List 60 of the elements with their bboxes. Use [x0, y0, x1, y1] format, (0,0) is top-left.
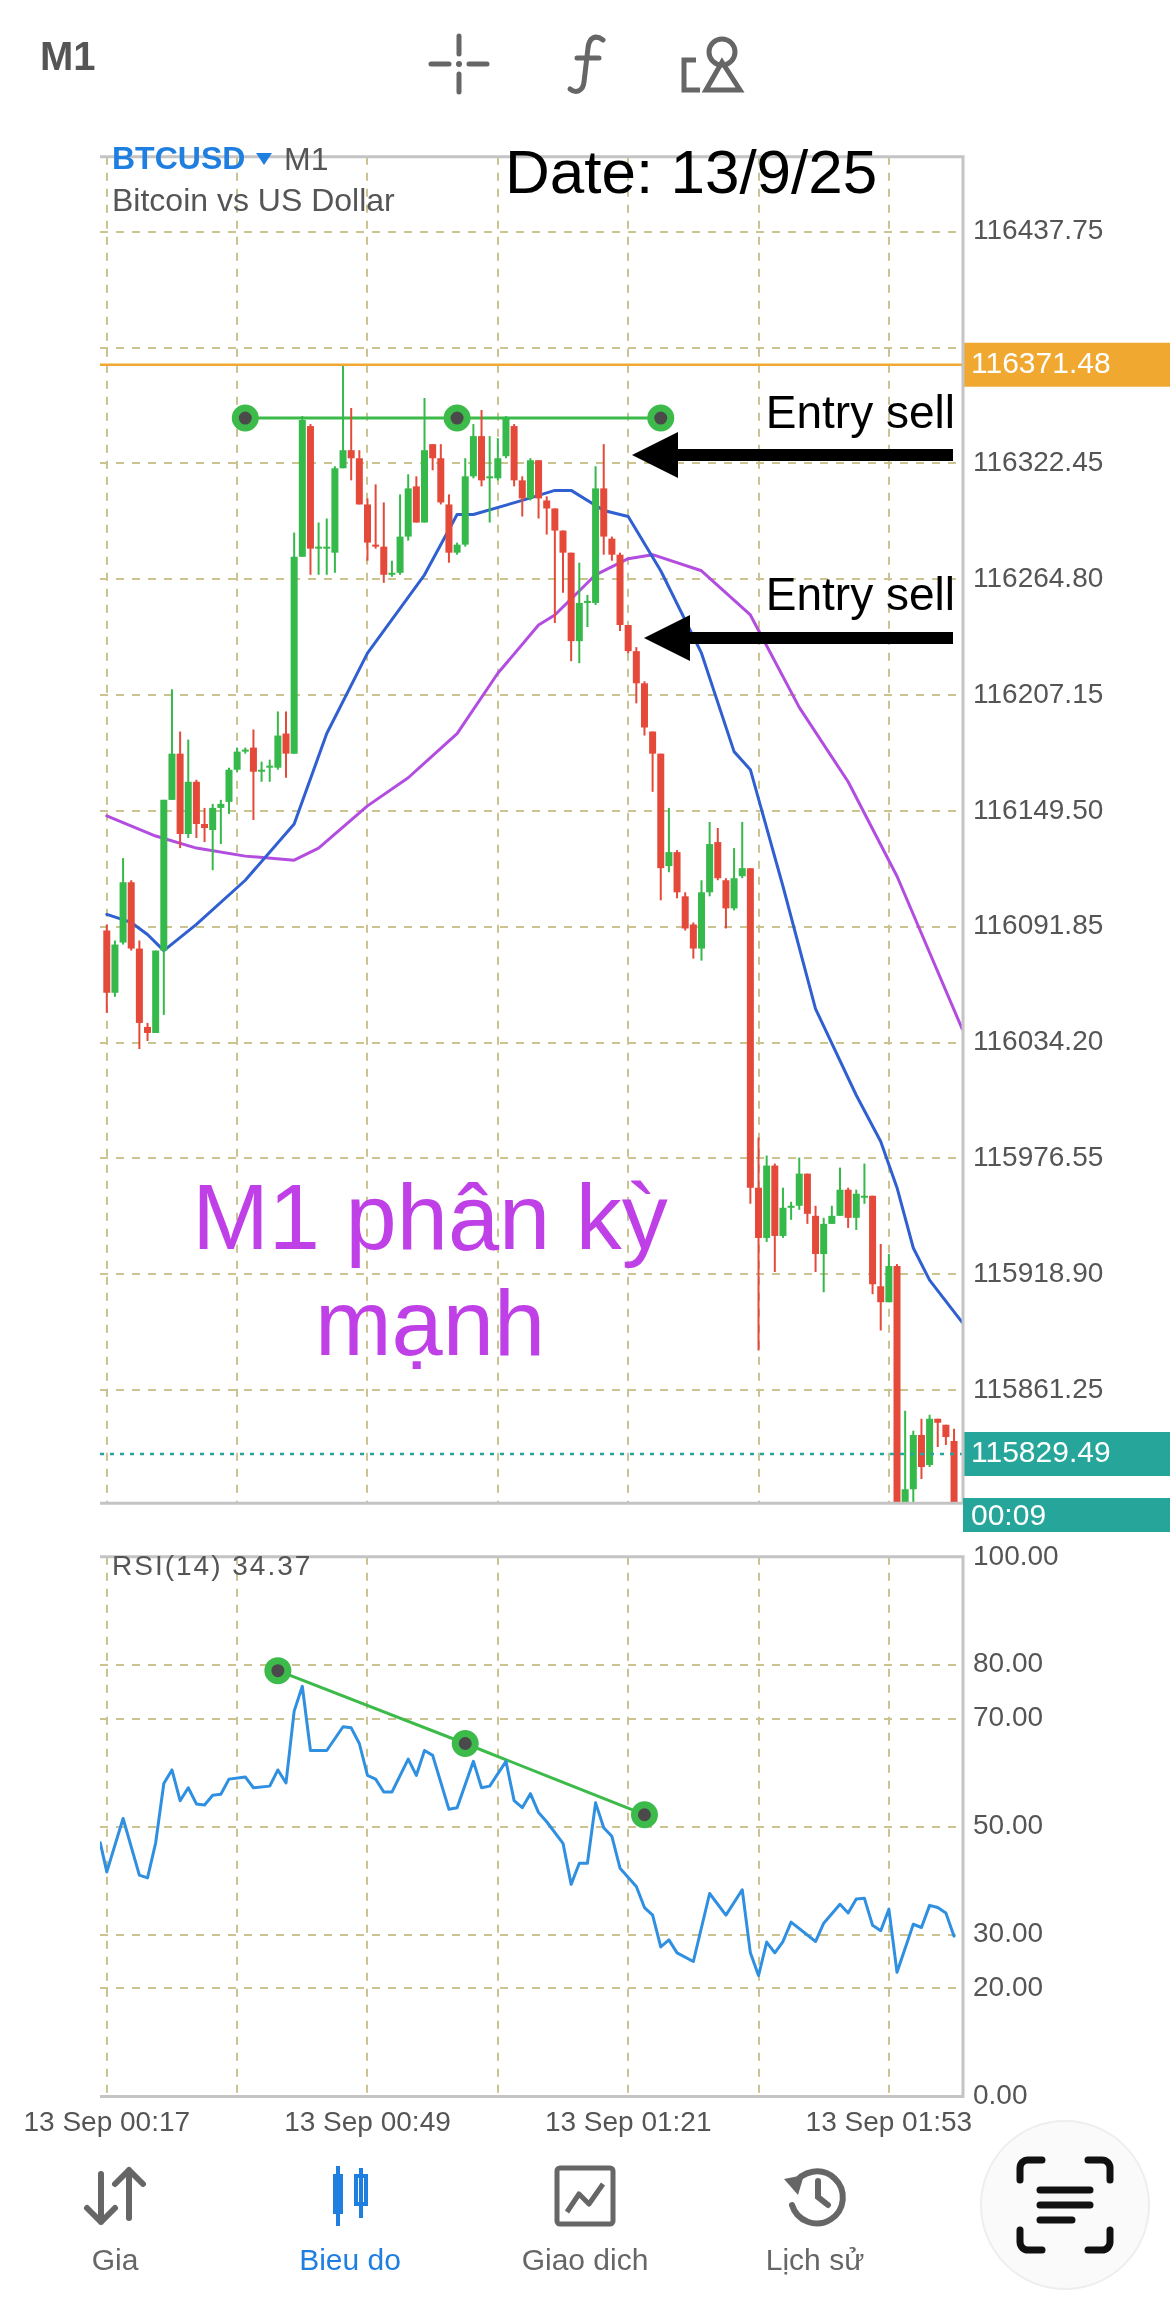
- ref-line-label: 116371.48: [971, 346, 1111, 380]
- annotation: Entry sell: [765, 568, 955, 620]
- candlestick: [649, 730, 657, 793]
- y-tick-label: 116034.20: [973, 1025, 1104, 1057]
- candlestick: [787, 1200, 795, 1221]
- candlestick: [518, 475, 526, 518]
- candlestick: [347, 406, 355, 482]
- y-tick-label: 116149.50: [973, 793, 1104, 825]
- y-tick-label: 115976.55: [973, 1141, 1104, 1173]
- candlestick: [551, 507, 559, 625]
- y-tick-label: 100.00: [973, 1539, 1059, 1571]
- annotation: M1 phân kỳ mạnh: [192, 1166, 668, 1374]
- candlestick: [828, 1204, 836, 1225]
- candlestick: [559, 529, 567, 594]
- candlestick: [209, 802, 217, 872]
- x-tick-label: 13 Sep 00:49: [284, 2105, 451, 2137]
- y-tick-label: 115861.25: [973, 1372, 1104, 1404]
- y-tick-label: 20.00: [973, 1971, 1044, 2003]
- y-tick-label: 50.00: [973, 1809, 1044, 1841]
- chart-title: RSI(14) 34.37: [112, 1550, 313, 1581]
- text: Bieu do: [299, 2243, 401, 2276]
- text: Bitcoin vs US Dollar: [112, 182, 395, 218]
- candlestick: [608, 535, 616, 562]
- annotation: Date: 13/9/25: [505, 137, 878, 206]
- candlestick: [738, 820, 746, 880]
- y-tick-label: 70.00: [973, 1701, 1044, 1733]
- candlestick: [901, 1409, 909, 1504]
- y-tick-label: 80.00: [973, 1647, 1044, 1679]
- candlestick: [217, 798, 225, 846]
- candlestick: [258, 760, 266, 783]
- text: Giao dich: [521, 2243, 649, 2276]
- y-tick-label: 116091.85: [973, 909, 1104, 941]
- candlestick: [144, 1021, 152, 1042]
- candlestick: [429, 443, 437, 472]
- text: 00:09: [971, 1498, 1047, 1531]
- candlestick: [201, 806, 209, 844]
- ref-line-label: 115829.49: [971, 1435, 1111, 1469]
- text: Gia: [91, 2243, 139, 2276]
- y-tick-label: 0.00: [973, 2079, 1028, 2111]
- x-tick-label: 13 Sep 00:17: [23, 2105, 191, 2137]
- chart-title: BTCUSD: [112, 140, 246, 176]
- y-tick-label: 116264.80: [973, 561, 1104, 593]
- candlestick: [282, 710, 290, 779]
- x-tick-label: 13 Sep 01:53: [805, 2105, 973, 2137]
- y-tick-label: 116207.15: [973, 677, 1104, 709]
- candlestick: [934, 1417, 942, 1448]
- y-tick-label: 116322.45: [973, 446, 1104, 478]
- annotation: M1: [284, 141, 329, 177]
- candlestick: [877, 1242, 885, 1332]
- candlestick: [543, 495, 551, 536]
- candlestick: [372, 483, 380, 550]
- candlestick: [233, 746, 241, 773]
- annotation: Entry sell: [765, 386, 955, 438]
- text: Lịch sử: [765, 2243, 865, 2276]
- y-tick-label: 30.00: [973, 1917, 1044, 1949]
- y-tick-label: 115918.90: [973, 1257, 1104, 1289]
- candlestick: [665, 806, 673, 874]
- x-tick-label: 13 Sep 01:21: [544, 2105, 712, 2137]
- text: M1: [40, 34, 96, 78]
- y-tick-label: 116437.75: [973, 214, 1104, 246]
